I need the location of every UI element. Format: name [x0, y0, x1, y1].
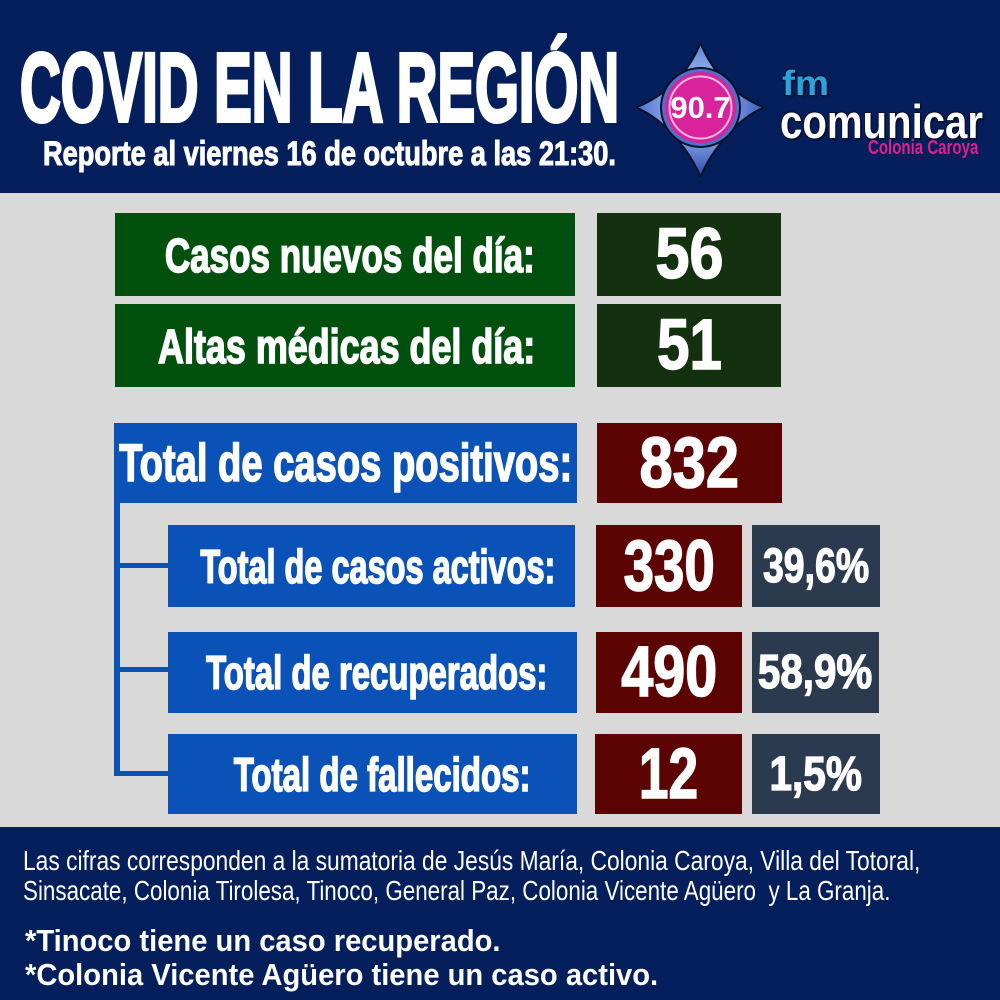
- svg-text:90.7: 90.7: [670, 90, 730, 125]
